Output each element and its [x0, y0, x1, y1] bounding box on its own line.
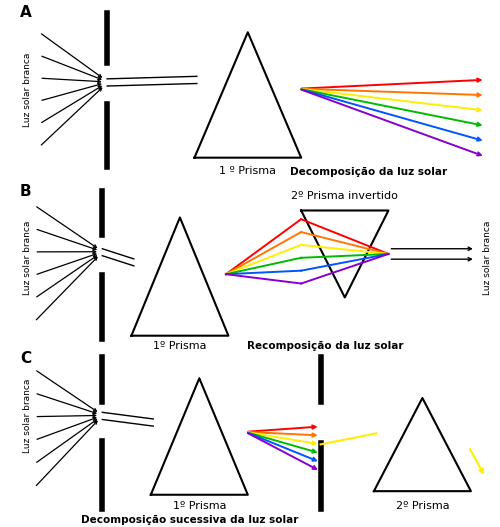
Text: 2º Prisma invertido: 2º Prisma invertido: [292, 191, 398, 201]
Text: 1º Prisma: 1º Prisma: [153, 341, 206, 352]
Text: A: A: [20, 5, 32, 21]
Text: B: B: [20, 184, 32, 199]
Text: Decomposição da luz solar: Decomposição da luz solar: [290, 168, 448, 178]
Text: Decomposição sucessiva da luz solar: Decomposição sucessiva da luz solar: [81, 515, 298, 525]
Text: 1º Prisma: 1º Prisma: [172, 501, 226, 511]
Text: Luz solar branca: Luz solar branca: [22, 52, 32, 127]
Text: 2º Prisma: 2º Prisma: [396, 501, 449, 511]
Text: Luz solar branca: Luz solar branca: [484, 220, 492, 295]
Text: 1 º Prisma: 1 º Prisma: [220, 165, 276, 175]
Text: C: C: [20, 352, 31, 366]
Text: Recomposição da luz solar: Recomposição da luz solar: [247, 341, 404, 352]
Text: Luz solar branca: Luz solar branca: [22, 379, 32, 453]
Text: Luz solar branca: Luz solar branca: [22, 220, 32, 295]
